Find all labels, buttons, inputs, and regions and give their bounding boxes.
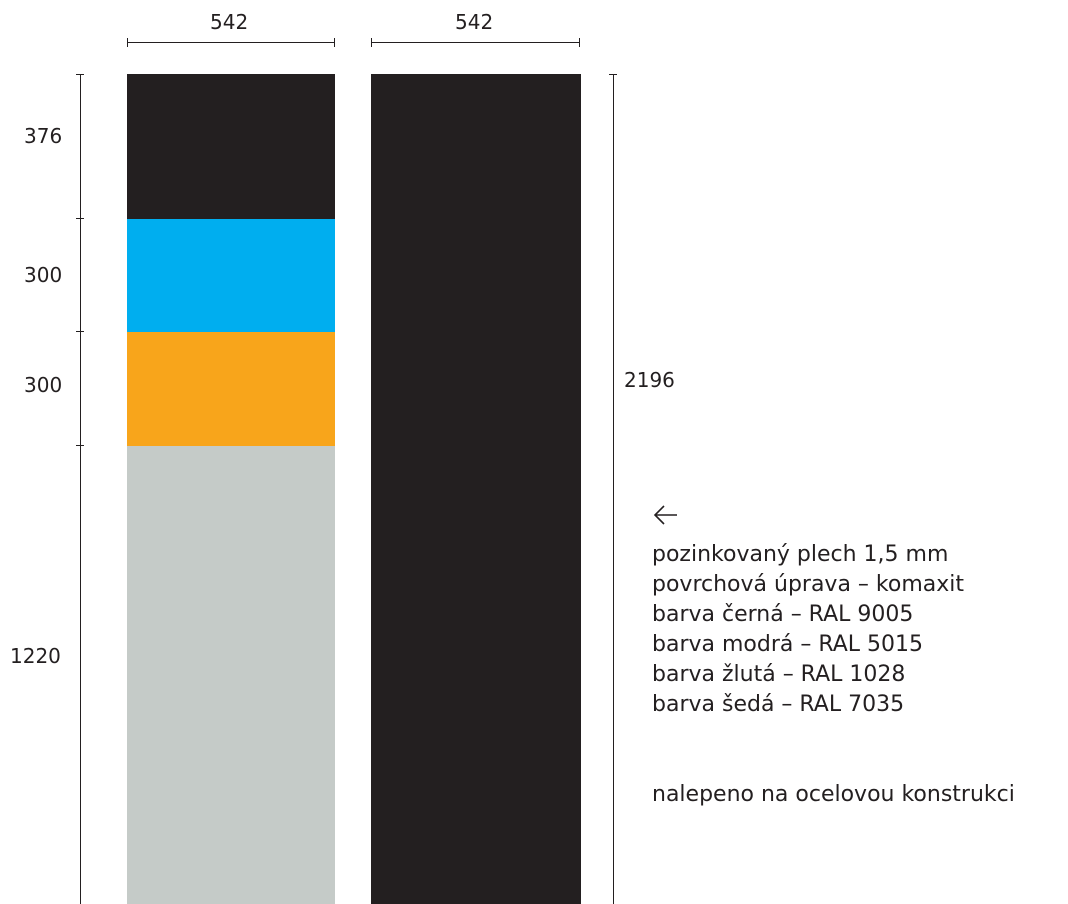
arrow-left-icon	[653, 502, 679, 528]
dimension-tick	[334, 38, 335, 47]
note-line: barva žlutá – RAL 1028	[652, 662, 906, 687]
dimension-line	[371, 42, 580, 43]
note-line: pozinkovaný plech 1,5 mm	[652, 542, 949, 567]
mounting-note: nalepeno na ocelovou konstrukci	[652, 782, 1015, 807]
dimension-label-grey-height: 1220	[10, 644, 61, 668]
dimension-tick	[76, 74, 84, 75]
dimension-label-total-height: 2196	[624, 368, 675, 392]
note-line: barva šedá – RAL 7035	[652, 692, 905, 717]
dimension-label: 542	[210, 10, 249, 34]
note-line: barva černá – RAL 9005	[652, 602, 914, 627]
dimension-tick	[76, 445, 84, 446]
dimension-label-black-height: 376	[24, 124, 63, 148]
dimension-tick	[371, 38, 372, 47]
panel-right-black	[371, 74, 581, 904]
note-line: barva modrá – RAL 5015	[652, 632, 924, 657]
dimension-label-right-width: 542	[455, 10, 494, 34]
panel-left-blue-block	[127, 219, 335, 332]
panel-left-black-block	[127, 74, 335, 219]
note-line: povrchová úprava – komaxit	[652, 572, 965, 597]
dimension-tick	[76, 331, 84, 332]
dimension-label-yellow-height: 300	[24, 373, 63, 397]
panel-left-yellow-block	[127, 332, 335, 446]
dimension-label-blue-height: 300	[24, 263, 63, 287]
dimension-line	[127, 42, 335, 43]
dimension-tick	[127, 38, 128, 47]
panel-left-grey-block	[127, 446, 335, 904]
material-notes: pozinkovaný plech 1,5 mm povrchová úprav…	[652, 540, 964, 720]
dimension-line-vertical-left	[80, 74, 81, 904]
dimension-tick	[76, 218, 84, 219]
dimension-tick	[579, 38, 580, 47]
dimension-line-vertical-right	[613, 74, 614, 904]
dimension-tick	[609, 74, 617, 75]
